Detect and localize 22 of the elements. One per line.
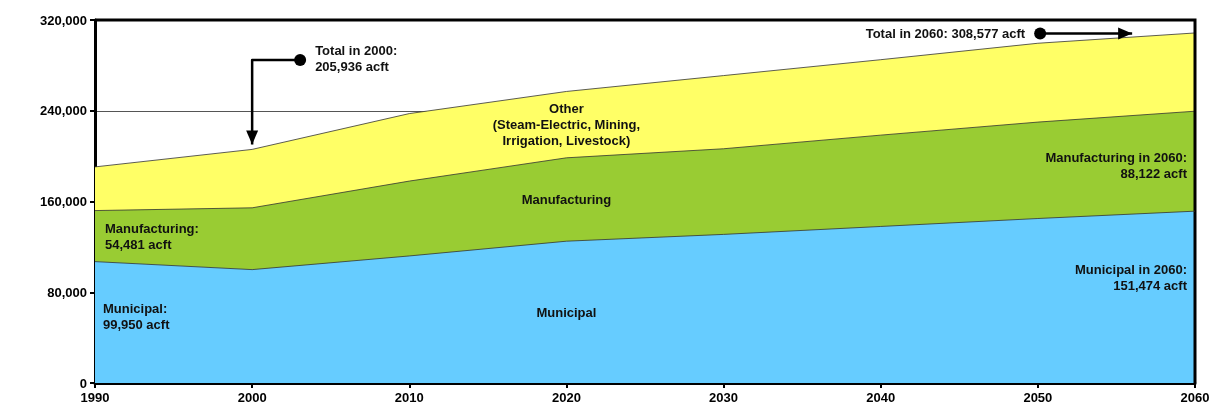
annotation: Manufacturing: 54,481 acft xyxy=(105,220,199,252)
x-tick-label: 2050 xyxy=(1023,390,1053,405)
y-tick-label: 0 xyxy=(79,375,87,391)
x-tick-label: 2000 xyxy=(237,390,267,405)
x-tick-label: 1990 xyxy=(80,390,110,405)
annotation: Manufacturing in 2060: 88,122 acft xyxy=(1045,149,1188,181)
series-label: Municipal xyxy=(536,304,597,320)
series-label: Manufacturing xyxy=(521,192,612,208)
annotation: Total in 2060: 308,577 acft xyxy=(865,26,1026,42)
annotation: Municipal: 99,950 acft xyxy=(103,300,171,332)
x-tick-label: 2060 xyxy=(1180,390,1210,405)
y-tick-label: 80,000 xyxy=(47,284,87,300)
y-tick-label: 320,000 xyxy=(40,12,87,28)
x-tick-label: 2020 xyxy=(551,390,581,405)
annotation: Municipal in 2060: 151,474 acft xyxy=(1075,261,1188,293)
x-tick-label: 2010 xyxy=(394,390,424,405)
x-tick-label: 2040 xyxy=(866,390,896,405)
y-tick-label: 240,000 xyxy=(40,103,87,119)
series-label: Other (Steam-Electric, Mining, Irrigation, Livestock) xyxy=(492,101,641,149)
annotation: Total in 2000: 205,936 acft xyxy=(315,42,398,74)
y-tick-label: 160,000 xyxy=(40,194,87,209)
x-tick-label: 2030 xyxy=(709,390,739,405)
